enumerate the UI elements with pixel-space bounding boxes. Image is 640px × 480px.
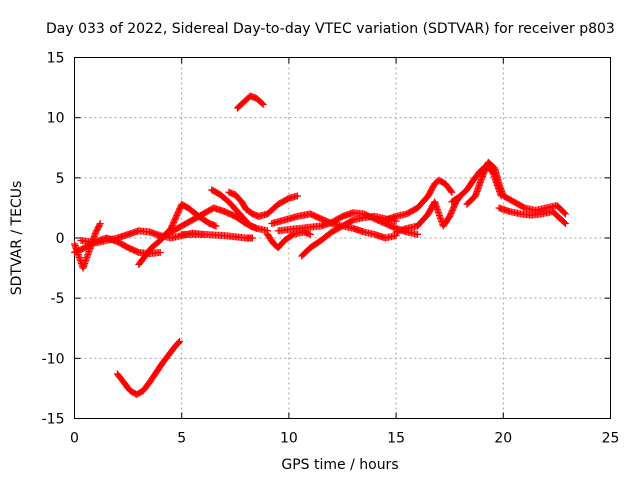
- y-tick-label: 5: [56, 171, 65, 187]
- data-point: [156, 248, 164, 256]
- series-track-16: [392, 192, 464, 236]
- data-point: [561, 220, 569, 228]
- x-axis: 0 5 10 15 20 25: [70, 57, 620, 447]
- y-tick-label: -5: [51, 291, 65, 307]
- x-tick-label: 0: [70, 431, 79, 447]
- series-track-18: [463, 158, 569, 218]
- data-point: [447, 187, 455, 195]
- x-tick-label: 25: [602, 431, 620, 447]
- x-tick-label: 5: [177, 431, 186, 447]
- y-tick-label: -10: [42, 351, 65, 367]
- data-point: [253, 224, 261, 232]
- data-points: [71, 92, 569, 398]
- series-track-15: [381, 176, 456, 224]
- y-tick-label: 15: [47, 51, 65, 67]
- data-point: [248, 234, 256, 242]
- series-track-12: [268, 210, 400, 242]
- series-track-10: [233, 92, 267, 112]
- x-axis-label: GPS time / hours: [281, 457, 398, 473]
- x-tick-label: 20: [494, 431, 512, 447]
- series-track-8: [178, 230, 256, 242]
- data-point: [96, 220, 104, 228]
- data-point: [560, 219, 568, 227]
- y-tick-label: 0: [56, 231, 65, 247]
- series-track-7: [225, 188, 301, 220]
- data-point: [258, 99, 266, 107]
- y-tick-label: 10: [47, 111, 65, 127]
- data-point: [176, 337, 184, 345]
- series-track-11: [263, 228, 314, 252]
- x-tick-label: 15: [387, 431, 405, 447]
- data-point: [448, 188, 456, 196]
- series-track-19: [495, 204, 569, 228]
- data-point: [306, 230, 314, 238]
- data-point: [96, 221, 104, 229]
- y-axis: -15 -10 -5 0 5 10 15: [42, 51, 611, 428]
- data-point: [259, 100, 267, 108]
- series-track-6: [208, 186, 261, 232]
- y-axis-label: SDTVAR / TECUs: [9, 181, 25, 296]
- x-tick-label: 10: [280, 431, 298, 447]
- data-point: [293, 192, 301, 200]
- data-point: [414, 230, 422, 238]
- data-point: [560, 209, 568, 217]
- data-point: [175, 338, 183, 346]
- chart-title: Day 033 of 2022, Sidereal Day-to-day VTE…: [46, 21, 615, 37]
- data-point: [561, 210, 569, 218]
- y-tick-label: -15: [42, 412, 65, 428]
- series-track-9: [113, 337, 184, 398]
- data-point: [212, 222, 220, 230]
- grid: [74, 57, 611, 419]
